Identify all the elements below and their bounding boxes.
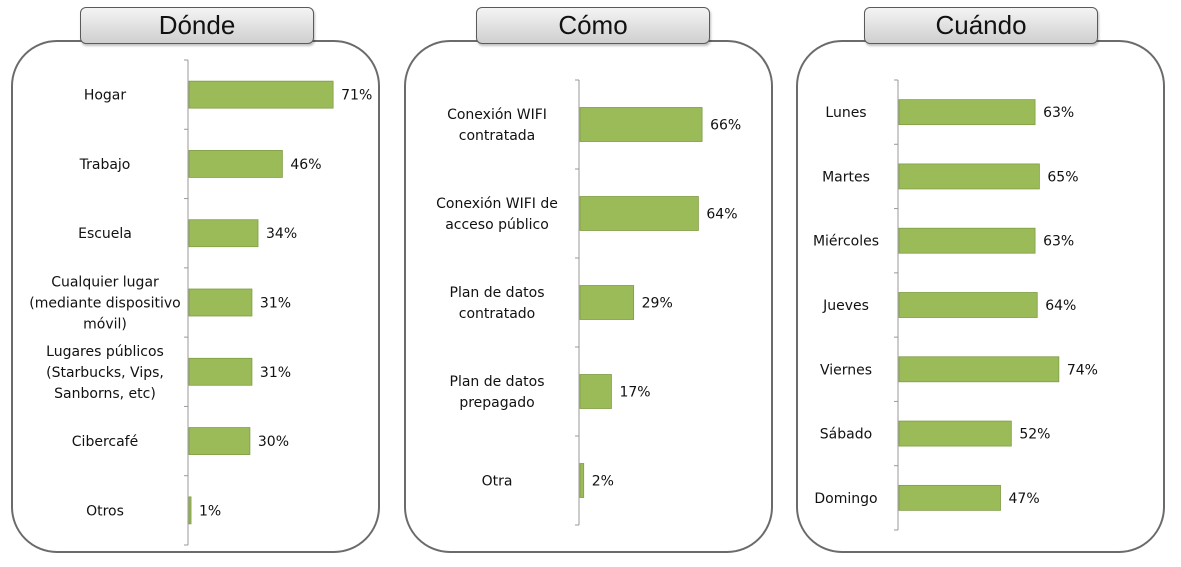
category-label-trabajo: Trabajo [79, 157, 131, 173]
value-label-martes: 65% [1047, 169, 1078, 185]
bar-wifi-contratada [579, 107, 703, 142]
category-label-wifi-contratada: Conexión WIFI contratada [447, 107, 547, 144]
value-label-cualquier-lugar: 31% [260, 296, 291, 312]
bar-plan-prepagado [579, 374, 612, 409]
category-label-otra: Otra [482, 474, 513, 490]
bar-otros [188, 496, 192, 525]
category-label-wifi-publico: Conexión WIFI de acceso público [436, 196, 558, 233]
category-label-viernes: Viernes [820, 362, 872, 378]
bar-hogar [188, 80, 334, 109]
bar-jueves [898, 292, 1038, 318]
value-label-plan-contratado: 29% [642, 296, 673, 312]
category-label-jueves: Jueves [822, 298, 869, 314]
bar-otra [579, 463, 585, 498]
bar-lugares-publicos [188, 357, 253, 386]
value-label-cibercafe: 30% [258, 434, 289, 450]
value-label-viernes: 74% [1067, 362, 1098, 378]
value-label-trabajo: 46% [290, 157, 321, 173]
category-label-plan-contratado: Plan de datos contratado [450, 285, 545, 322]
category-label-miercoles: Miércoles [813, 234, 879, 250]
bar-cibercafe [188, 427, 251, 455]
category-label-plan-prepagado: Plan de datos prepagado [450, 374, 545, 411]
bar-wifi-publico [579, 196, 699, 231]
value-label-domingo: 47% [1009, 491, 1040, 507]
bar-lunes [898, 99, 1036, 126]
bar-miercoles [898, 227, 1036, 254]
chart-title-cuando: Cuándo [864, 7, 1098, 44]
value-label-lunes: 63% [1043, 105, 1074, 121]
value-label-miercoles: 63% [1043, 234, 1074, 250]
category-label-cualquier-lugar: Cualquier lugar (mediante dispositivo móvi… [29, 275, 180, 333]
value-label-wifi-publico: 64% [706, 207, 737, 223]
bar-plan-contratado [579, 285, 635, 320]
value-label-lugares-publicos: 31% [260, 365, 291, 381]
category-label-lugares-publicos: Lugares públicos (Starbucks, Vips, Sanborn… [46, 344, 164, 402]
value-label-wifi-contratada: 66% [710, 118, 741, 134]
value-label-otra: 2% [592, 474, 614, 490]
chart-title-como: Cómo [476, 7, 710, 44]
value-label-jueves: 64% [1045, 298, 1076, 314]
category-label-hogar: Hogar [84, 88, 127, 104]
bar-martes [898, 163, 1040, 190]
category-label-sabado: Sábado [820, 427, 872, 443]
bar-viernes [898, 356, 1060, 383]
value-label-escuela: 34% [266, 226, 297, 242]
category-label-otros: Otros [86, 503, 124, 519]
bar-cualquier-lugar [188, 288, 253, 317]
value-label-plan-prepagado: 17% [619, 385, 650, 401]
chart-title-donde: Dónde [80, 7, 314, 44]
category-label-escuela: Escuela [78, 226, 132, 242]
bar-escuela [188, 219, 259, 248]
category-label-lunes: Lunes [825, 105, 866, 121]
bar-sabado [898, 420, 1012, 447]
value-label-sabado: 52% [1019, 427, 1050, 443]
value-label-hogar: 71% [341, 88, 372, 104]
category-label-domingo: Domingo [814, 491, 877, 507]
bar-domingo [898, 484, 1001, 511]
category-label-cibercafe: Cibercafé [72, 434, 138, 450]
category-label-martes: Martes [822, 169, 870, 185]
bar-trabajo [188, 150, 283, 178]
value-label-otros: 1% [199, 503, 221, 519]
